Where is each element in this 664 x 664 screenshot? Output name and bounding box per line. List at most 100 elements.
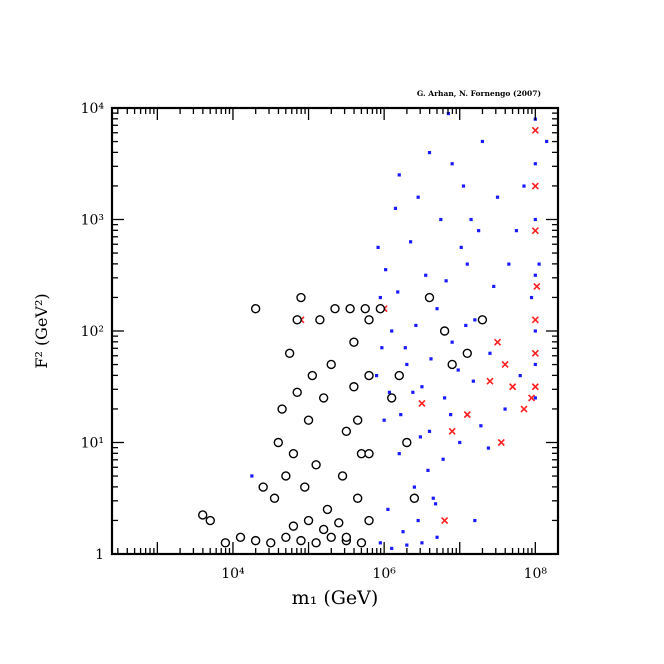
data-point-circle [447, 359, 457, 370]
data-point-circle [311, 538, 321, 548]
chart-credit: G. Arhan, N. Fornengo (2007) [417, 89, 541, 98]
data-point-circle [288, 448, 299, 459]
data-point-circle [315, 315, 325, 325]
data-point-circle [250, 304, 261, 314]
data-point-circle [356, 538, 367, 548]
data-point-dot [414, 323, 418, 328]
data-point-circle [337, 471, 348, 481]
data-point-circle [364, 448, 374, 459]
x-tick-label: 10⁶ [372, 566, 396, 582]
data-point-dot [473, 518, 477, 523]
data-point-cross [501, 360, 509, 369]
data-point-circle [345, 304, 355, 314]
data-point-circle [326, 532, 336, 542]
data-point-dot [522, 184, 526, 188]
data-point-cross [531, 182, 539, 190]
data-point-dot [529, 295, 534, 300]
data-point-dot [390, 546, 394, 551]
data-point-circle [375, 304, 386, 314]
data-point-dot [450, 340, 454, 344]
data-point-cross [463, 411, 471, 419]
y-axis-label: F² (GeV²) [32, 293, 51, 368]
data-point-dot [435, 307, 439, 311]
data-point-cross [493, 338, 502, 346]
data-point-dot [456, 368, 460, 372]
data-point-dot [444, 279, 448, 283]
data-point-cross [509, 383, 517, 391]
data-point-circle [462, 348, 472, 358]
data-point-dot [443, 396, 447, 400]
y-tick-label: 10³ [81, 213, 104, 229]
y-tick-label: 1 [95, 547, 104, 563]
data-point-circle [352, 493, 363, 503]
data-point-dot [405, 362, 409, 367]
data-point-circle [258, 482, 268, 492]
data-point-dot [533, 362, 537, 367]
data-point-dot [416, 518, 420, 523]
data-point-dot [514, 229, 519, 233]
data-point-dot [507, 262, 511, 266]
data-point-dot [397, 452, 401, 456]
data-point-circle [273, 437, 284, 448]
data-point-dot [537, 262, 541, 266]
data-point-dot [412, 485, 416, 489]
data-point-dot [486, 446, 491, 450]
data-point-dot [545, 139, 549, 144]
data-point-dot [495, 195, 500, 199]
data-point-dot [427, 429, 432, 433]
data-point-dot [396, 290, 400, 294]
data-point-dot [416, 195, 420, 199]
data-point-dot [374, 374, 379, 378]
data-point-dot [405, 543, 409, 547]
data-point-cross [418, 399, 426, 408]
data-point-dot [435, 535, 439, 539]
data-point-circle [281, 532, 291, 542]
data-point-circle [303, 515, 314, 526]
data-point-dot [380, 346, 384, 350]
data-point-dot [461, 184, 466, 188]
data-point-dot [390, 329, 394, 333]
data-point-dot [378, 295, 382, 300]
data-point-circle [424, 292, 435, 303]
data-point-circle [296, 535, 306, 546]
data-point-circle [281, 471, 291, 481]
data-point-dot [376, 245, 380, 249]
data-point-cross [497, 438, 505, 447]
data-point-dot [426, 468, 430, 472]
data-point-circle [269, 493, 280, 503]
data-point-cross [527, 394, 536, 402]
data-point-circle [326, 359, 336, 370]
data-point-dot [492, 284, 496, 288]
data-point-dot [439, 217, 443, 222]
data-point-circle [334, 518, 344, 528]
data-point-circle [266, 538, 276, 548]
data-point-circle [360, 304, 370, 314]
data-point-circle [307, 370, 318, 381]
data-point-circle [386, 393, 397, 403]
data-point-circle [349, 337, 359, 347]
data-point-circle [311, 460, 321, 470]
data-point-circle [288, 521, 299, 531]
data-point-dot [473, 318, 477, 322]
data-point-circle [250, 535, 261, 546]
data-point-dot [397, 173, 401, 177]
data-point-cross [441, 516, 449, 525]
y-tick-label: 10² [81, 324, 104, 340]
data-point-dot [471, 379, 475, 383]
data-point-dot [408, 240, 413, 244]
data-point-dot [503, 407, 507, 411]
data-point-circle [409, 493, 420, 503]
data-point-circle [205, 515, 215, 526]
data-point-dot [399, 413, 403, 417]
data-point-circle [341, 532, 352, 542]
data-point-dot [401, 530, 405, 534]
data-point-circle [394, 370, 404, 381]
data-point-cross [531, 126, 539, 134]
data-point-dot [488, 351, 492, 355]
data-point-cross [531, 383, 539, 391]
data-point-dot [427, 151, 432, 155]
data-point-dot [469, 217, 473, 222]
data-point-circle [439, 326, 450, 336]
data-point-cross [531, 349, 539, 357]
